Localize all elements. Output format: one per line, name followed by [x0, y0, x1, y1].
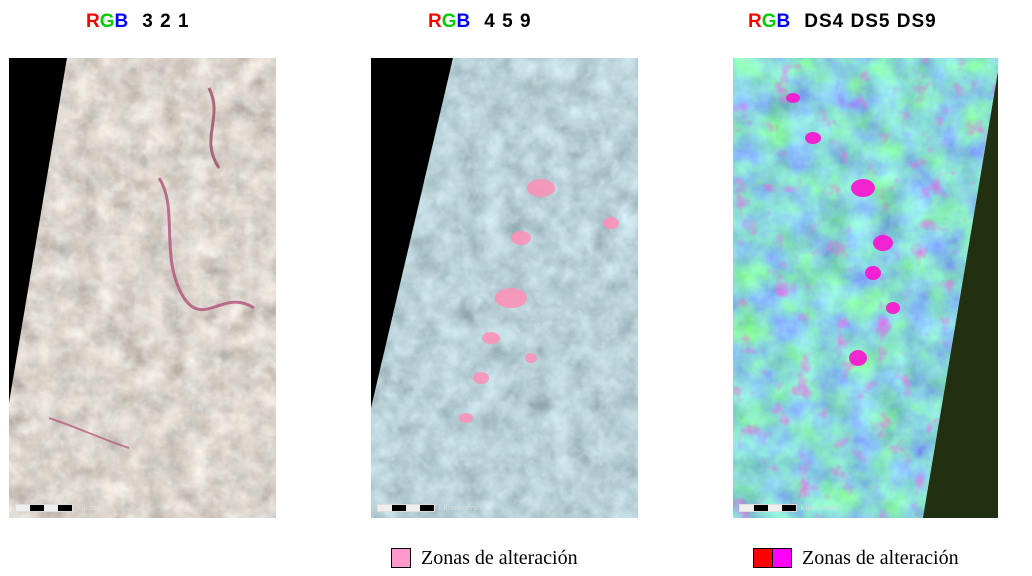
- panel-2-title: RGB 4 5 9: [428, 9, 532, 35]
- title-letter-b: B: [776, 11, 791, 32]
- legend-alteration-pink: Zonas de alteración: [391, 546, 578, 570]
- scale-bar: Kilometers: [377, 498, 477, 512]
- legend-label: Zonas de alteración: [802, 546, 959, 569]
- panel-2-bands: 4 5 9: [484, 11, 532, 32]
- title-letter-r: R: [428, 11, 442, 32]
- title-letter-g: G: [99, 11, 115, 32]
- satellite-image-rgb-459: Kilometers: [371, 58, 638, 518]
- scale-bar-graphic: [739, 504, 797, 512]
- satellite-image-rgb-321: Kilometers: [9, 58, 276, 518]
- panel-1-bands: 3 2 1: [142, 11, 190, 32]
- legend-swatch-red: [753, 548, 773, 568]
- scale-bar: Kilometers: [739, 498, 839, 512]
- legend-label: Zonas de alteración: [421, 546, 578, 569]
- scale-bar-graphic: [377, 504, 435, 512]
- title-letter-b: B: [114, 11, 129, 32]
- scale-bar-graphic: [15, 504, 73, 512]
- legend-alteration-red-magenta: Zonas de alteración: [753, 546, 959, 570]
- title-letter-r: R: [86, 11, 100, 32]
- satellite-image-rgb-ds459: Kilometers: [733, 58, 998, 518]
- scale-bar-label: Kilometers: [76, 504, 115, 512]
- title-letter-g: G: [761, 11, 777, 32]
- panel-1-title: RGB 3 2 1: [86, 9, 190, 35]
- title-letter-g: G: [441, 11, 457, 32]
- panel-3-bands: DS4 DS5 DS9: [804, 11, 937, 32]
- title-letter-r: R: [748, 11, 762, 32]
- legend-swatch-magenta: [773, 548, 792, 568]
- panel-3-title: RGB DS4 DS5 DS9: [748, 9, 937, 35]
- scale-bar: Kilometers: [15, 498, 115, 512]
- title-letter-b: B: [456, 11, 471, 32]
- legend-swatch-pink: [391, 548, 411, 568]
- scale-bar-label: Kilometers: [438, 504, 477, 512]
- scale-bar-label: Kilometers: [800, 504, 839, 512]
